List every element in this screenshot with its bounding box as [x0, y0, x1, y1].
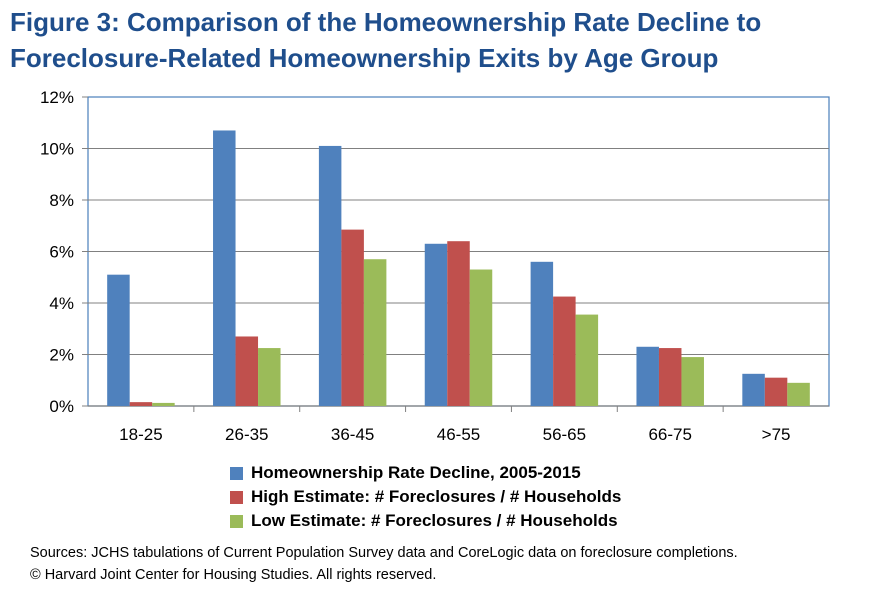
y-tick-label: 6% — [49, 243, 74, 262]
y-tick-label: 8% — [49, 191, 74, 210]
x-axis-tick-labels: 18-25 26-35 36-45 46-55 56-65 66-75 >75 — [119, 406, 790, 444]
bar-low-estimate-66-75 — [681, 357, 704, 406]
legend-label-decline: Homeownership Rate Decline, 2005-2015 — [251, 463, 581, 482]
bar-decline-over-75 — [742, 373, 765, 406]
bar-low-estimate-56-65 — [575, 314, 599, 406]
legend-swatch-low-estimate — [230, 514, 243, 528]
bar-low-estimate-over-75 — [787, 382, 810, 406]
bar-decline-36-45 — [318, 145, 342, 407]
y-axis-tick-labels: 0% 2% 4% 6% 8% 10% 12% — [40, 88, 74, 416]
bar-decline-18-25 — [107, 274, 130, 406]
legend-label-high-estimate: High Estimate: # Foreclosures / # Househ… — [251, 487, 622, 506]
chart-title: Figure 3: Comparison of the Homeownershi… — [10, 4, 860, 76]
copyright-line: © Harvard Joint Center for Housing Studi… — [30, 567, 437, 583]
bar-high-estimate-66-75 — [658, 348, 682, 406]
bar-high-estimate-18-25 — [129, 402, 153, 406]
y-tick-label: 4% — [49, 294, 74, 313]
y-tick-label: 12% — [40, 88, 74, 107]
bar-chart: 0% 2% 4% 6% 8% 10% 12% 18-25 26-35 36-45 46-55 56-… — [40, 88, 830, 444]
y-tick-label: 10% — [40, 140, 74, 159]
y-tick-label: 2% — [49, 346, 74, 365]
legend-item-low-estimate: Low Estimate: # Foreclosures / # Househo… — [230, 509, 621, 533]
bar-high-estimate-36-45 — [341, 229, 364, 406]
y-tick-label: 0% — [49, 397, 74, 416]
legend-swatch-decline — [230, 466, 243, 480]
bar-low-estimate-18-25 — [152, 402, 175, 406]
bar-high-estimate-46-55 — [447, 241, 470, 406]
bar-decline-56-65 — [530, 261, 554, 406]
bar-low-estimate-36-45 — [363, 259, 387, 406]
legend-item-high-estimate: High Estimate: # Foreclosures / # Househ… — [230, 485, 621, 509]
x-tick-label: 26-35 — [225, 425, 268, 444]
bar-low-estimate-46-55 — [469, 269, 493, 406]
bar-decline-66-75 — [636, 346, 659, 406]
bar-high-estimate-over-75 — [764, 377, 788, 406]
bar-decline-26-35 — [213, 130, 236, 406]
legend-swatch-high-estimate — [230, 490, 243, 504]
sources-note: Sources: JCHS tabulations of Current Pop… — [30, 542, 738, 586]
sources-line: Sources: JCHS tabulations of Current Pop… — [30, 545, 738, 561]
legend: Homeownership Rate Decline, 2005-2015 Hi… — [230, 461, 621, 533]
x-tick-label: >75 — [762, 425, 791, 444]
legend-item-decline: Homeownership Rate Decline, 2005-2015 — [230, 461, 621, 485]
bar-decline-46-55 — [424, 243, 448, 406]
title-line-2: Foreclosure-Related Homeownership Exits … — [10, 43, 719, 73]
bars — [107, 130, 810, 407]
bar-low-estimate-26-35 — [258, 348, 281, 406]
x-tick-label: 56-65 — [543, 425, 586, 444]
title-line-1: Figure 3: Comparison of the Homeownershi… — [10, 7, 762, 37]
x-tick-label: 18-25 — [119, 425, 162, 444]
x-tick-label: 46-55 — [437, 425, 480, 444]
bar-high-estimate-26-35 — [235, 336, 259, 406]
legend-label-low-estimate: Low Estimate: # Foreclosures / # Househo… — [251, 511, 618, 530]
x-tick-label: 36-45 — [331, 425, 374, 444]
x-tick-label: 66-75 — [648, 425, 691, 444]
bar-high-estimate-56-65 — [553, 296, 576, 406]
